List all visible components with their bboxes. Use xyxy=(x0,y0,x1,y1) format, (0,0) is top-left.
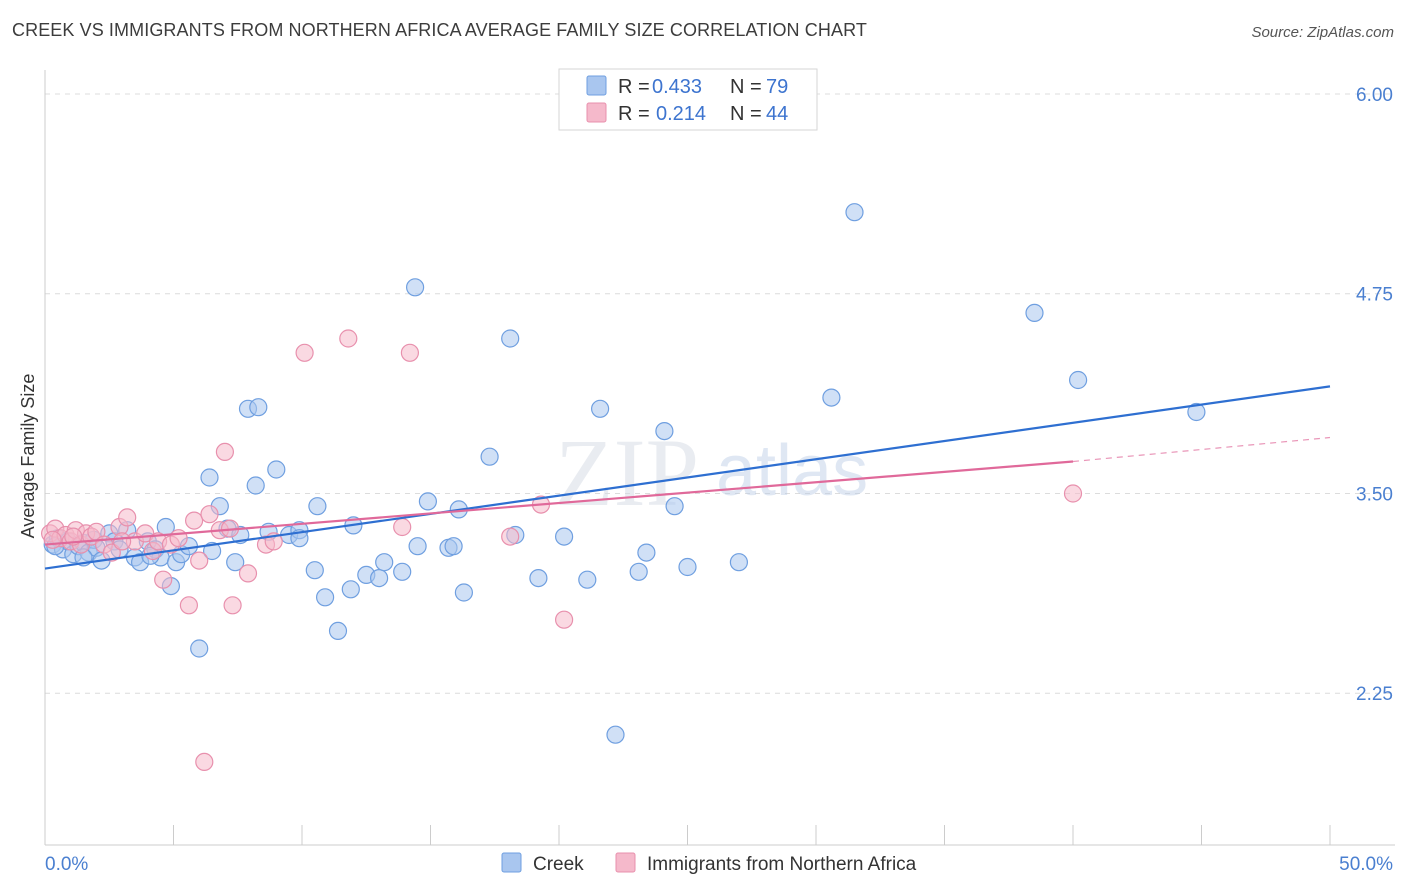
legend-r-label-immigrants: R = xyxy=(618,103,650,125)
creek-point xyxy=(190,639,209,658)
creek-point xyxy=(370,568,389,588)
creek-point xyxy=(629,562,648,581)
creek-point xyxy=(308,497,327,516)
grid-layer xyxy=(45,93,1395,694)
creek-point xyxy=(246,476,265,495)
creek-point xyxy=(408,537,427,556)
creek-point xyxy=(393,562,412,581)
immigrants-point xyxy=(238,564,258,583)
creek-point xyxy=(328,621,348,641)
creek-point xyxy=(665,497,684,516)
watermark: ZIP atlas xyxy=(555,419,868,526)
creek-point xyxy=(203,541,222,561)
legend-swatch-creek xyxy=(586,75,607,96)
creek-point xyxy=(822,388,841,407)
immigrants-point xyxy=(554,610,574,629)
x-tick-label: 50.0% xyxy=(1339,854,1393,875)
creek-point xyxy=(845,203,864,222)
bottom-legend-swatch-creek xyxy=(501,852,522,873)
creek-point xyxy=(729,553,749,572)
axis-layer: 2.25 3.50 4.75 6.00 0.0% 50.0% xyxy=(44,70,1395,875)
creek-point xyxy=(678,557,697,577)
immigrants-point xyxy=(118,508,137,527)
creek-trend-line xyxy=(44,385,1331,570)
creek-point xyxy=(480,447,499,466)
creek-point xyxy=(554,527,574,546)
creek-point xyxy=(316,588,335,607)
creek-point xyxy=(606,725,625,744)
bottom-legend-label-creek: Creek xyxy=(533,854,584,875)
y-axis-label: Average Family Size xyxy=(18,374,38,539)
creek-point xyxy=(200,468,219,487)
bottom-legend-label-immigrants: Immigrants from Northern Africa xyxy=(647,854,917,875)
immigrants-trend-line xyxy=(44,460,1074,546)
legend-r-value-immigrants: 0.214 xyxy=(656,103,706,125)
immigrants-point xyxy=(1063,484,1083,503)
creek-point xyxy=(529,568,548,588)
creek-point xyxy=(501,329,520,348)
immigrants-point xyxy=(112,532,132,551)
trend-layer xyxy=(44,385,1331,570)
immigrants-point xyxy=(190,551,209,570)
immigrants-point xyxy=(215,442,234,461)
immigrants-point xyxy=(339,329,358,348)
creek-point xyxy=(637,543,656,562)
immigrants-point xyxy=(501,527,520,546)
legend-n-value-creek: 79 xyxy=(766,76,788,98)
immigrants-point xyxy=(393,517,412,537)
chart-title: CREEK VS IMMIGRANTS FROM NORTHERN AFRICA… xyxy=(12,20,867,40)
creek-point xyxy=(418,492,437,511)
y-tick-label: 2.25 xyxy=(1356,684,1393,705)
immigrants-point xyxy=(154,570,173,589)
immigrants-point xyxy=(295,343,314,362)
creek-point xyxy=(578,570,597,589)
creek-point xyxy=(226,553,245,572)
creek-point xyxy=(454,583,473,602)
y-tick-label: 4.75 xyxy=(1356,285,1393,306)
creek-point xyxy=(1187,402,1206,422)
creek-point xyxy=(1068,370,1088,390)
creek-point xyxy=(590,399,610,418)
creek-point xyxy=(267,460,286,479)
points-layer xyxy=(40,203,1206,772)
source-credit: Source: ZipAtlas.com xyxy=(1251,24,1394,41)
creek-point xyxy=(341,580,360,599)
immigrants-point xyxy=(64,527,83,546)
creek-point xyxy=(305,561,324,580)
immigrants-point xyxy=(223,596,242,615)
immigrants-point xyxy=(102,543,121,562)
creek-point xyxy=(444,537,463,556)
top-legend: R = 0.433 N = 79 R = 0.214 N = 44 xyxy=(558,68,818,131)
creek-point xyxy=(406,278,425,297)
immigrants-point xyxy=(185,511,204,530)
y-tick-label: 3.50 xyxy=(1356,484,1393,505)
legend-n-label-immigrants: N = xyxy=(730,103,762,125)
creek-point xyxy=(375,553,394,572)
legend-r-label-creek: R = xyxy=(618,76,650,98)
creek-point xyxy=(1025,303,1044,322)
immigrants-trend-extension xyxy=(1072,436,1331,463)
immigrants-point xyxy=(179,596,198,615)
creek-point xyxy=(249,398,268,417)
immigrants-point xyxy=(200,505,219,524)
immigrants-point xyxy=(195,752,214,772)
bottom-legend-swatch-immigrants xyxy=(615,852,636,873)
bottom-legend: Creek Immigrants from Northern Africa xyxy=(501,852,917,875)
legend-n-label-creek: N = xyxy=(730,76,762,98)
watermark-atlas: atlas xyxy=(716,431,868,511)
x-tick-label: 0.0% xyxy=(45,854,88,875)
immigrants-point xyxy=(43,530,62,549)
immigrants-point xyxy=(400,343,419,362)
legend-n-value-immigrants: 44 xyxy=(766,103,788,125)
creek-point xyxy=(655,422,674,441)
legend-swatch-immigrants xyxy=(586,102,607,123)
legend-r-value-creek: 0.433 xyxy=(652,76,702,98)
y-tick-label: 6.00 xyxy=(1356,85,1393,106)
